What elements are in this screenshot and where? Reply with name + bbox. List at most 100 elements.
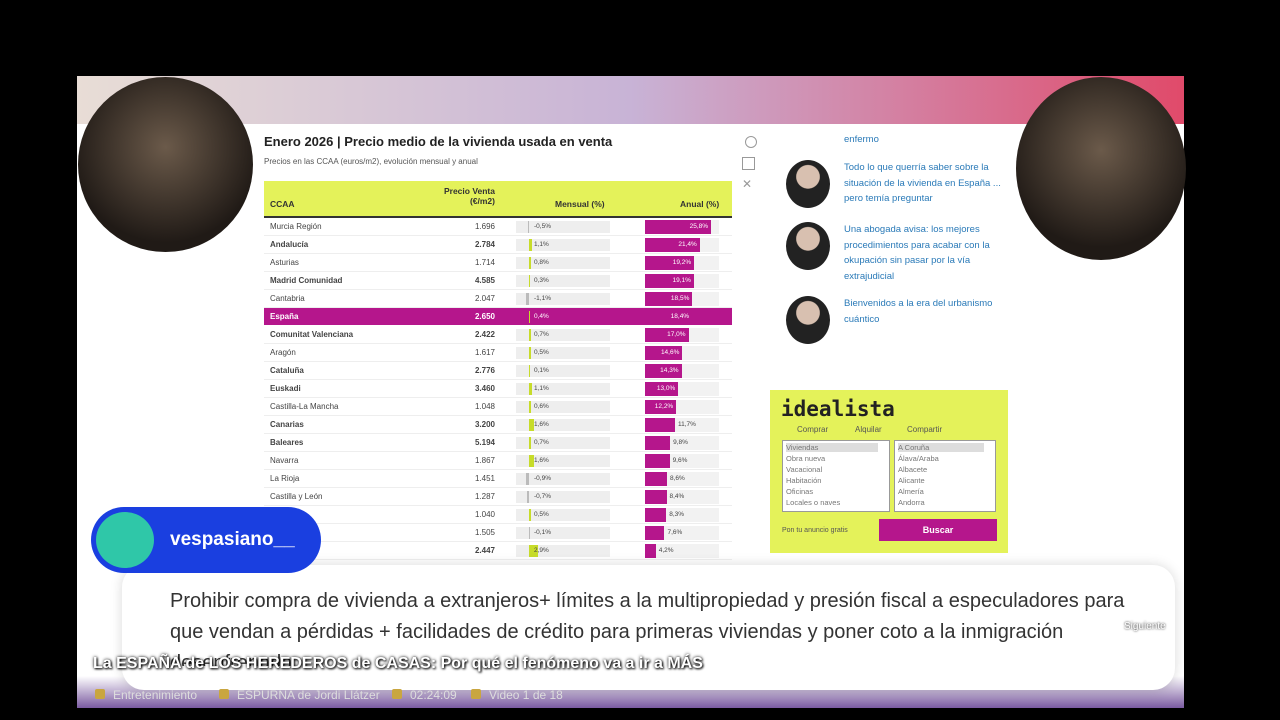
sidebar-link[interactable]: Bienvenidos a la era del urbanismo cuánt… (844, 298, 993, 325)
row-line (264, 253, 732, 254)
widget-option[interactable]: Comprar (797, 425, 829, 434)
sidebar-link[interactable]: Todo lo que querría saber sobre la situa… (844, 162, 1001, 204)
region-name: Comunitat Valenciana (270, 330, 354, 339)
sidebar-link[interactable]: Una abogada avisa: los mejores procedimi… (844, 224, 990, 282)
position: Video 1 de 18 (489, 688, 563, 702)
monthly-bar (526, 491, 529, 503)
annual-bar (645, 364, 682, 378)
chat-box (122, 565, 1175, 690)
duration-icon (392, 689, 402, 699)
price: 1.617 (474, 348, 495, 357)
region-name: Madrid Comunidad (270, 276, 343, 285)
share-icon[interactable] (745, 136, 757, 148)
type-option[interactable]: Locales o naves (786, 498, 841, 507)
next-button[interactable]: Siguiente (1124, 621, 1166, 632)
type-option[interactable]: Obra nueva (786, 454, 826, 463)
type-option[interactable]: Vacacional (786, 465, 823, 474)
type-option[interactable]: Viviendas (786, 443, 878, 452)
monthly-track (516, 437, 610, 449)
monthly-label: -0,5% (534, 223, 551, 230)
annual-bar (645, 256, 695, 270)
annual-label: 13,0% (656, 385, 676, 392)
row-line (264, 271, 732, 272)
annual-bar (645, 544, 656, 558)
monthly-bar (529, 419, 534, 431)
annual-label: 9,8% (673, 439, 688, 446)
widget-link[interactable]: Pon tu anuncio gratis (782, 527, 848, 534)
row-line (264, 289, 732, 290)
monthly-track (516, 455, 610, 467)
place-option[interactable]: Almería (898, 487, 924, 496)
price: 2.422 (474, 330, 495, 339)
annual-label: 19,1% (672, 277, 691, 284)
annual-bar (645, 454, 670, 468)
monthly-label: 0,1% (534, 367, 549, 374)
monthly-track (516, 473, 610, 485)
widget-option[interactable]: Compartir (907, 425, 943, 434)
price: 1.287 (474, 492, 495, 501)
monthly-label: 0,4% (534, 313, 549, 320)
row-line (264, 379, 732, 380)
monthly-track (516, 221, 610, 233)
monthly-bar (525, 293, 529, 305)
annual-bar (645, 400, 677, 414)
region-name: Baleares (270, 438, 304, 447)
row-line (264, 433, 732, 434)
annual-bar (645, 436, 671, 450)
price: 1.048 (474, 402, 495, 411)
monthly-bar (529, 437, 532, 449)
price: 5.194 (474, 438, 495, 447)
category: Entretenimiento (113, 688, 198, 702)
price: 2.650 (474, 312, 495, 321)
types-box[interactable] (782, 440, 890, 512)
places-box[interactable] (894, 440, 996, 512)
type-option[interactable]: Oficinas (786, 487, 814, 496)
channel-icon (219, 689, 229, 699)
monthly-bar (526, 473, 529, 485)
widget-option[interactable]: Alquilar (855, 425, 882, 434)
place-option[interactable]: Álava/Araba (898, 454, 939, 463)
annual-bar (645, 508, 667, 522)
table-header-bg (264, 181, 732, 218)
chat-message: Prohibir compra de vivienda a extranjero… (170, 590, 1125, 666)
price: 2.447 (474, 546, 495, 555)
table-header: Mensual (%) (555, 199, 605, 209)
price: 1.867 (474, 456, 495, 465)
annual-track (645, 544, 719, 558)
webcam-right (1016, 77, 1186, 260)
monthly-label: 2,9% (534, 547, 549, 554)
search-button[interactable]: Buscar (879, 519, 997, 541)
region-name: Asturias (270, 258, 299, 267)
place-option[interactable]: A Coruña (898, 443, 984, 452)
monthly-track (516, 509, 610, 521)
monthly-bar (529, 239, 533, 251)
annual-label: 7,6% (667, 529, 683, 536)
place-option[interactable]: Albacete (898, 465, 928, 474)
type-option[interactable]: Habitación (786, 476, 822, 485)
article-subtitle: Precios en las CCAA (euros/m2), evolució… (264, 157, 478, 166)
place-option[interactable]: Andorra (898, 498, 925, 507)
row-line (264, 397, 732, 398)
monthly-label: -0,1% (534, 529, 551, 536)
region-name: Castilla-La Mancha (270, 402, 339, 411)
price: 3.460 (474, 384, 495, 393)
monthly-label: 0,6% (534, 403, 549, 410)
annual-bar (645, 346, 683, 360)
share-icon[interactable] (742, 157, 755, 170)
price: 3.200 (474, 420, 495, 429)
row-line (264, 415, 732, 416)
sidebar-link[interactable]: enfermo (844, 134, 879, 145)
monthly-track (516, 545, 610, 557)
row-line (264, 343, 732, 344)
share-icon[interactable]: ✕ (742, 177, 753, 191)
price: 1.696 (474, 222, 495, 231)
price: 1.714 (474, 258, 495, 267)
monthly-track (516, 401, 610, 413)
username: vespasiano__ (170, 529, 295, 550)
monthly-bar (529, 329, 532, 341)
region-name: Murcia Región (270, 222, 322, 231)
place-option[interactable]: Alicante (898, 476, 925, 485)
monthly-label: 0,5% (534, 349, 549, 356)
region-name: Euskadi (270, 384, 301, 393)
annual-bar (645, 292, 693, 306)
